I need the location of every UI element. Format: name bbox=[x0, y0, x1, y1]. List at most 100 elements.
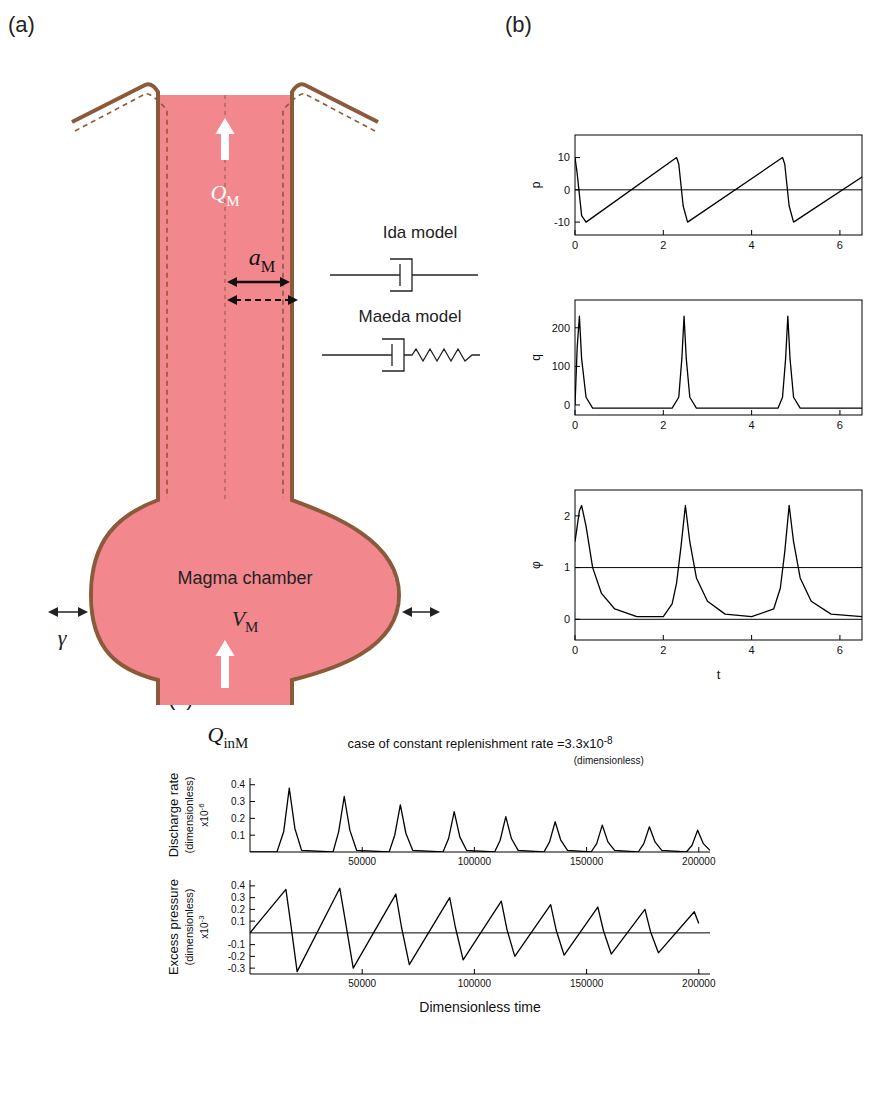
x-axis bbox=[250, 974, 710, 975]
y-tick-label: 0.1 bbox=[231, 830, 245, 841]
x-tick-label: 0 bbox=[572, 239, 578, 251]
x-tick bbox=[575, 635, 576, 640]
y-tick-label: 200 bbox=[552, 322, 570, 334]
y-tick bbox=[250, 897, 255, 898]
x-tick-label: 150000 bbox=[570, 856, 604, 867]
x-tick bbox=[575, 230, 576, 235]
x-tick-label: 0 bbox=[572, 419, 578, 431]
radius-label-symbol: a bbox=[249, 244, 261, 270]
left-wall bbox=[72, 84, 158, 705]
dashpot-cylinder bbox=[390, 259, 412, 291]
y-tick-label: -0.3 bbox=[228, 963, 246, 974]
dashpot-piston bbox=[391, 344, 392, 366]
x-tick-label: 100000 bbox=[458, 978, 492, 989]
data-line bbox=[575, 506, 862, 617]
x-tick bbox=[839, 635, 840, 640]
y-tick bbox=[250, 818, 255, 819]
left-wall-deformed bbox=[75, 94, 167, 498]
x-tick bbox=[698, 969, 699, 974]
magma-body bbox=[93, 95, 397, 705]
reference-line bbox=[575, 619, 862, 620]
x-tick bbox=[839, 410, 840, 415]
plot-area bbox=[575, 316, 862, 408]
y-tick bbox=[575, 366, 580, 367]
title-exp: -8 bbox=[604, 735, 613, 746]
x-axis-title: Dimensionless time bbox=[419, 999, 541, 1015]
x-tick bbox=[751, 410, 752, 415]
y-axis-title: p bbox=[529, 181, 543, 188]
ida-label: Ida model bbox=[383, 223, 458, 242]
y-tick-label: 0.2 bbox=[231, 904, 245, 915]
plot-frame bbox=[575, 300, 862, 415]
arrow-head bbox=[430, 607, 440, 617]
x-tick bbox=[751, 635, 752, 640]
x-tick-label: 4 bbox=[749, 419, 755, 431]
y-tick bbox=[250, 956, 255, 957]
plot-area bbox=[575, 158, 862, 223]
x-tick-label: 0 bbox=[572, 644, 578, 656]
data-line bbox=[250, 888, 699, 971]
plot-frame bbox=[575, 490, 862, 640]
y-tick-label: -0.2 bbox=[228, 951, 246, 962]
flow-out-label-symbol: Q bbox=[210, 180, 226, 205]
right-wall bbox=[292, 84, 399, 705]
x-tick-label: 2 bbox=[660, 419, 666, 431]
x-axis-title: t bbox=[717, 667, 721, 682]
flow-out-label-subscript: M bbox=[226, 193, 239, 209]
spring bbox=[404, 349, 480, 361]
panel-label: (a) bbox=[8, 12, 35, 37]
y-axis-title: Discharge rate bbox=[166, 773, 181, 858]
y-tick-label: -0.1 bbox=[228, 939, 246, 950]
plot: 0120246φt bbox=[529, 490, 862, 682]
dashpot-piston bbox=[399, 264, 400, 286]
x-tick-label: 200000 bbox=[682, 856, 716, 867]
y-tick-label: -10 bbox=[554, 216, 570, 228]
flow-arrow bbox=[221, 654, 229, 688]
y-tick bbox=[575, 157, 580, 158]
x-tick-label: 200000 bbox=[682, 978, 716, 989]
x-tick-label: 6 bbox=[837, 644, 843, 656]
figure: (a)(b)(c)Ida modelMaeda modelMagma chamb… bbox=[0, 0, 873, 1103]
x-tick bbox=[575, 410, 576, 415]
x-tick-label: 2 bbox=[660, 644, 666, 656]
plot-frame bbox=[575, 135, 862, 235]
y-multiplier: x10-3 bbox=[197, 915, 210, 939]
chart-subtitle: (dimensionless) bbox=[574, 755, 644, 766]
x-tick-label: 4 bbox=[749, 644, 755, 656]
y-multiplier-base: x10 bbox=[199, 922, 210, 939]
y-tick bbox=[250, 968, 255, 969]
arrow-head bbox=[78, 607, 88, 617]
x-tick-label: 50000 bbox=[348, 856, 376, 867]
arrow-head bbox=[288, 295, 298, 305]
volume-label: VM bbox=[232, 606, 259, 635]
arrow-head bbox=[215, 640, 234, 656]
x-tick bbox=[751, 230, 752, 235]
stiffness-label: γ bbox=[58, 625, 68, 650]
x-tick-label: 150000 bbox=[570, 978, 604, 989]
radius-label: aM bbox=[249, 244, 276, 276]
dashpot-cylinder bbox=[382, 339, 404, 371]
double-arrow bbox=[410, 611, 432, 613]
x-tick-label: 100000 bbox=[458, 856, 492, 867]
y-tick-label: 0.3 bbox=[231, 796, 245, 807]
y-tick-label: 0 bbox=[564, 399, 570, 411]
x-tick-label: 2 bbox=[660, 239, 666, 251]
volume-label-subscript: M bbox=[245, 619, 258, 635]
y-tick bbox=[250, 835, 255, 836]
y-tick bbox=[575, 222, 580, 223]
y-multiplier: x10-6 bbox=[197, 803, 210, 827]
arrow-head bbox=[227, 277, 237, 287]
y-tick bbox=[250, 944, 255, 945]
y-multiplier-exp: -3 bbox=[197, 915, 206, 923]
dashpot-rod bbox=[330, 274, 400, 275]
y-tick-label: 0 bbox=[564, 613, 570, 625]
double-arrow bbox=[56, 611, 80, 613]
y-tick-label: 0.2 bbox=[231, 813, 245, 824]
arrow-head bbox=[215, 118, 234, 134]
y-tick-label: 10 bbox=[558, 151, 570, 163]
x-tick-label: 6 bbox=[837, 239, 843, 251]
chart-title: case of constant replenishment rate =3.3… bbox=[347, 735, 613, 752]
y-axis-title: Excess pressure bbox=[166, 879, 181, 975]
flow-arrow bbox=[221, 132, 229, 160]
y-tick bbox=[250, 885, 255, 886]
